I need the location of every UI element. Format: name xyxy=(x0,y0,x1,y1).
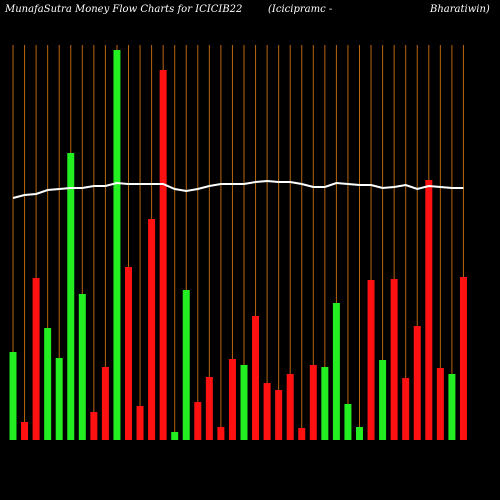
bar xyxy=(194,402,202,440)
bar xyxy=(402,378,410,440)
bar xyxy=(379,360,387,440)
bar xyxy=(459,277,467,440)
bar xyxy=(448,374,456,440)
money-flow-line xyxy=(12,179,464,199)
bar xyxy=(356,427,363,440)
bar xyxy=(44,328,52,440)
bar xyxy=(182,290,190,440)
bar xyxy=(252,316,260,440)
bar xyxy=(55,358,63,440)
bar xyxy=(113,50,121,440)
bar xyxy=(344,404,352,440)
bar xyxy=(205,377,213,440)
bar xyxy=(67,153,75,440)
bar xyxy=(90,412,98,440)
bar xyxy=(125,267,132,440)
bar xyxy=(228,359,236,440)
bar xyxy=(101,367,109,440)
bar xyxy=(32,278,40,440)
bar xyxy=(286,374,294,440)
bar xyxy=(78,294,86,440)
chart-subtitle: (Icicipramc - xyxy=(268,4,333,15)
bar xyxy=(436,368,444,440)
bar xyxy=(309,365,317,440)
bar xyxy=(159,70,167,440)
chart-title: MunafaSutra Money Flow Charts for ICICIB… xyxy=(4,4,242,15)
bar xyxy=(390,279,398,440)
bar xyxy=(367,280,375,440)
bar xyxy=(298,428,306,440)
bar xyxy=(321,367,329,440)
bar xyxy=(240,365,248,440)
bar xyxy=(425,180,433,440)
bar xyxy=(171,432,179,440)
bar xyxy=(148,219,156,440)
chart-subtitle-right: Bharatiwin) xyxy=(429,4,490,15)
bar xyxy=(21,422,29,440)
bar xyxy=(275,390,283,440)
bar xyxy=(136,406,144,440)
bar xyxy=(332,303,340,440)
bar xyxy=(413,326,421,440)
bar xyxy=(217,427,225,440)
bar xyxy=(263,383,271,440)
bar xyxy=(9,352,17,440)
